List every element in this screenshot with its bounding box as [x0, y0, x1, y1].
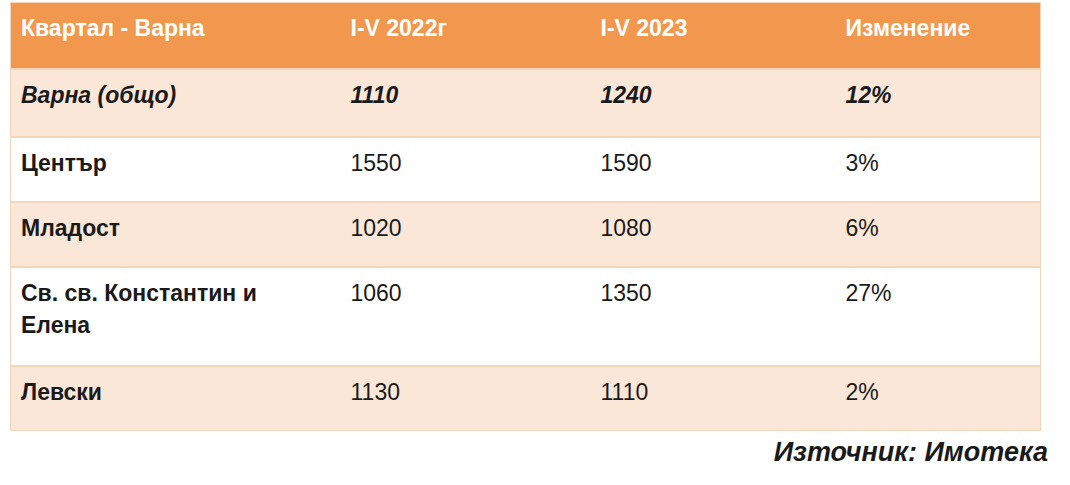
cell-district: Св. св. Константин и Елена [11, 267, 341, 366]
cell-2023-value: 1590 [591, 137, 836, 202]
column-header-change: Изменение [836, 3, 1041, 69]
source-note: Източник: Имотека [0, 437, 1048, 468]
cell-2023-value: 1240 [591, 69, 836, 137]
cell-2023-value: 1350 [591, 267, 836, 366]
cell-2022-value: 1550 [341, 137, 591, 202]
cell-change-value: 3% [836, 137, 1041, 202]
cell-2023-value: 1110 [591, 366, 836, 431]
varna-price-table: Квартал - Варна I-V 2022г I-V 2023 Измен… [10, 2, 1041, 431]
column-header-2022: I-V 2022г [341, 3, 591, 69]
cell-change-value: 27% [836, 267, 1041, 366]
cell-2022-value: 1020 [341, 202, 591, 267]
cell-change-value: 6% [836, 202, 1041, 267]
column-header-district: Квартал - Варна [11, 3, 341, 69]
table-header-row: Квартал - Варна I-V 2022г I-V 2023 Измен… [11, 3, 1041, 69]
cell-district: Младост [11, 202, 341, 267]
table-row-mladost: Младост 1020 1080 6% [11, 202, 1041, 267]
cell-2022-value: 1110 [341, 69, 591, 137]
column-header-2023: I-V 2023 [591, 3, 836, 69]
cell-change-value: 12% [836, 69, 1041, 137]
cell-2022-value: 1060 [341, 267, 591, 366]
cell-district: Варна (общо) [11, 69, 341, 137]
cell-2023-value: 1080 [591, 202, 836, 267]
cell-2022-value: 1130 [341, 366, 591, 431]
cell-district: Център [11, 137, 341, 202]
cell-district: Левски [11, 366, 341, 431]
table-row-varna-total: Варна (общо) 1110 1240 12% [11, 69, 1041, 137]
table-row-levski: Левски 1130 1110 2% [11, 366, 1041, 431]
table-row-center: Център 1550 1590 3% [11, 137, 1041, 202]
page: Квартал - Варна I-V 2022г I-V 2023 Измен… [0, 2, 1070, 485]
table-row-konstantin-elena: Св. св. Константин и Елена 1060 1350 27% [11, 267, 1041, 366]
cell-change-value: 2% [836, 366, 1041, 431]
